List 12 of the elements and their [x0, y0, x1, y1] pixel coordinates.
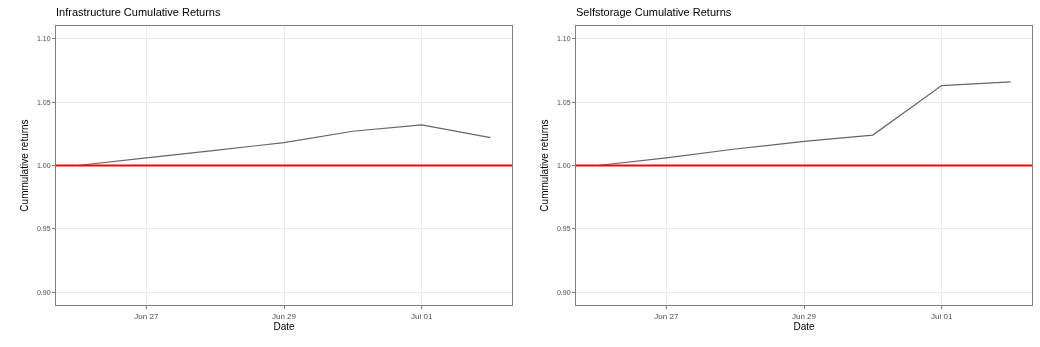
- x-tick-label: Jul 01: [410, 311, 433, 321]
- x-axis-title: Date: [793, 320, 815, 332]
- x-tick-label: Jun 29: [271, 311, 297, 321]
- chart-title: Selfstorage Cumulative Returns: [576, 6, 732, 19]
- y-axis-title: Cummulative returns: [18, 119, 30, 212]
- y-axis-title: Cummulative returns: [538, 119, 550, 212]
- x-tick-label: Jun 27: [134, 311, 159, 321]
- chart-title: Infrastructure Cumulative Returns: [56, 6, 221, 19]
- x-axis-title: Date: [273, 320, 295, 332]
- x-tick-label: Jun 29: [791, 311, 817, 321]
- x-tick-label: Jul 01: [930, 311, 953, 321]
- x-tick-label: Jun 27: [654, 311, 679, 321]
